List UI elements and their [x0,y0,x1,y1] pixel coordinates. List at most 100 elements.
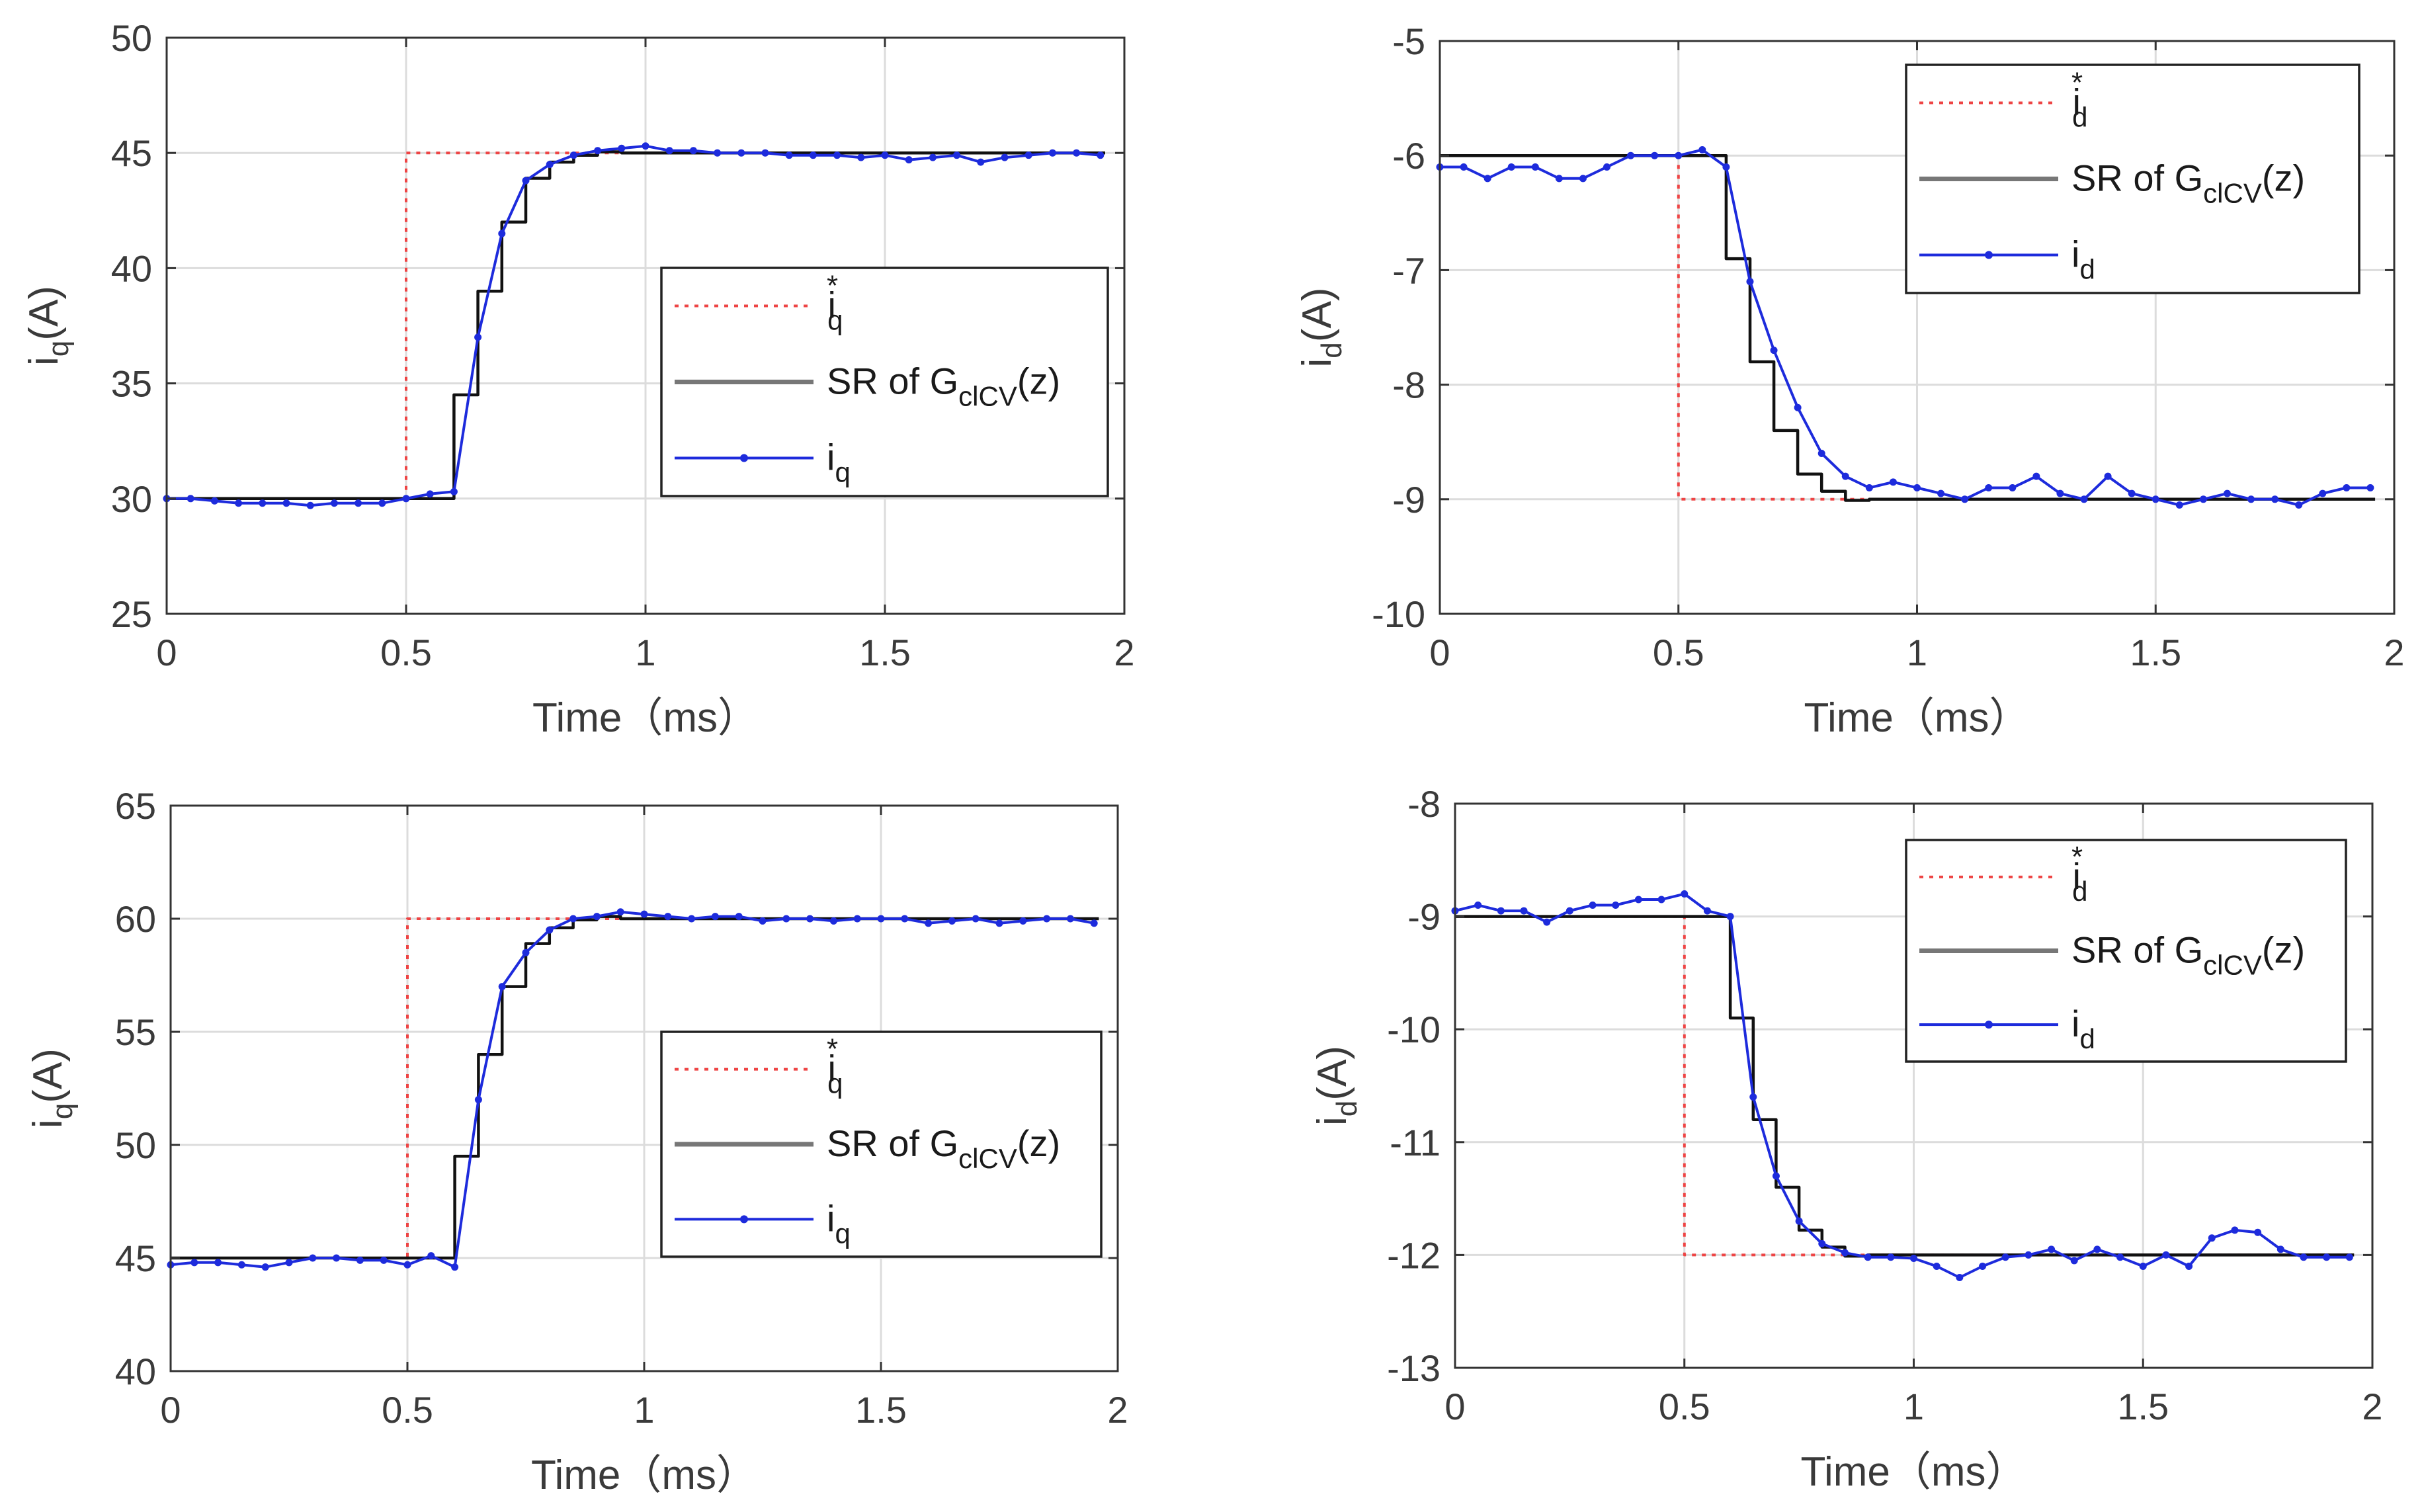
data-point [2231,1226,2239,1234]
x-tick-label: 2 [2384,632,2404,673]
chart-panel-4: 0 0.5 1 1.5 2 -13 -12 -11 -10 -9 -8 Time（ms） id(A) i*… [1310,783,2383,1495]
y-tick-label: 60 [115,898,156,940]
chart-panel-3: 0 0.5 1 1.5 2 40 45 50 55 60 65 Time（ms） iq(A) i* q SR … [25,785,1128,1498]
legend: i* q SR of GclCV(z) iq [660,267,1109,497]
x-tick-label: 1 [1907,632,1927,673]
series-line-meas [1440,148,2370,507]
data-point [759,917,767,925]
data-point [1681,890,1689,898]
data-point [1956,1274,1964,1282]
data-point [1555,175,1563,183]
data-point [1603,163,1611,171]
data-point [1520,907,1528,915]
data-point [1073,149,1081,157]
data-point [1474,902,1482,909]
data-point [1483,175,1491,183]
legend-label: i* d [2071,841,2087,907]
data-point [618,144,626,152]
data-point [546,161,554,169]
data-point [735,913,743,921]
data-point [925,919,933,927]
data-point [1726,913,1734,921]
y-tick-label: 25 [111,593,152,635]
data-point [977,158,985,166]
x-tick-label: 2 [1107,1389,1128,1431]
data-point [1048,149,1056,157]
legend-label: SR of GclCV(z) [2071,157,2305,209]
x-axis-label: Time（ms） [532,695,759,741]
chart-panel-2: 0 0.5 1 1.5 2 -10 -9 -8 -7 -6 -5 Time（ms） id(A) i* d SR… [1294,21,2405,741]
data-point [235,499,243,507]
data-point [2009,483,2017,491]
data-point [785,151,793,159]
legend-label: i* d [2071,67,2087,133]
data-point [1579,175,1587,183]
data-point [2300,1253,2308,1261]
data-point [857,153,865,161]
data-point [640,910,648,918]
data-point [1001,153,1009,161]
data-point [1589,902,1597,909]
legend-label: i* q [827,270,843,336]
data-point [2208,1234,2216,1242]
data-point [593,913,601,921]
legend: i* q SR of GclCV(z) iq [660,1030,1103,1258]
data-point [1612,902,1620,909]
x-tick-label: 2 [2362,1386,2382,1427]
series-line-sr [1440,153,2376,502]
data-point [427,1252,435,1260]
data-point [498,230,506,237]
data-point [498,983,506,991]
data-point [642,142,649,150]
data-point [474,333,482,341]
series-line-meas [167,144,1101,507]
data-point [714,149,722,157]
data-point [2175,501,2183,509]
data-point [833,151,841,159]
data-point [426,490,434,498]
x-tick-label: 1.5 [2130,632,2181,673]
data-point [1841,1249,1849,1257]
data-point [306,501,314,509]
data-point [1985,483,1993,491]
data-point [929,153,937,161]
data-point [972,915,980,923]
data-point [2032,472,2040,480]
data-point [451,1263,459,1271]
x-tick-label: 0.5 [382,1389,433,1431]
legend-label: iq [827,437,851,488]
data-point [2139,1262,2147,1270]
y-tick-label: -5 [1392,21,1425,62]
x-tick-label: 1.5 [2117,1386,2169,1427]
y-tick-label: -7 [1392,249,1425,291]
data-point [1913,483,1921,491]
data-point [1066,915,1074,923]
data-point [2056,489,2064,497]
data-point [782,915,790,923]
legend: i* d SR of GclCV(z) id [1905,63,2360,294]
data-point [2104,472,2112,480]
data-point [2323,1253,2331,1261]
legend-label: id [2071,233,2095,285]
data-point [737,149,745,157]
y-tick-label: -10 [1372,593,1425,635]
data-point [380,1256,388,1264]
data-point [2343,483,2351,491]
x-axis-label: Time（ms） [1804,695,2030,741]
series-line-ref [1455,915,2355,1257]
legend-label: SR of GclCV(z) [827,1122,1060,1174]
data-point [2223,489,2231,497]
data-point [1634,896,1642,903]
data-point [1703,907,1711,915]
data-point [1722,163,1730,171]
x-tick-label: 0 [1444,1386,1465,1427]
y-tick-label: 35 [111,363,152,405]
data-point [1651,151,1659,159]
data-point [1889,478,1897,486]
data-point [2199,495,2207,503]
data-point [450,487,458,495]
series-line-meas [170,910,1095,1269]
y-tick-label: -13 [1387,1347,1441,1389]
data-point [403,1261,411,1269]
